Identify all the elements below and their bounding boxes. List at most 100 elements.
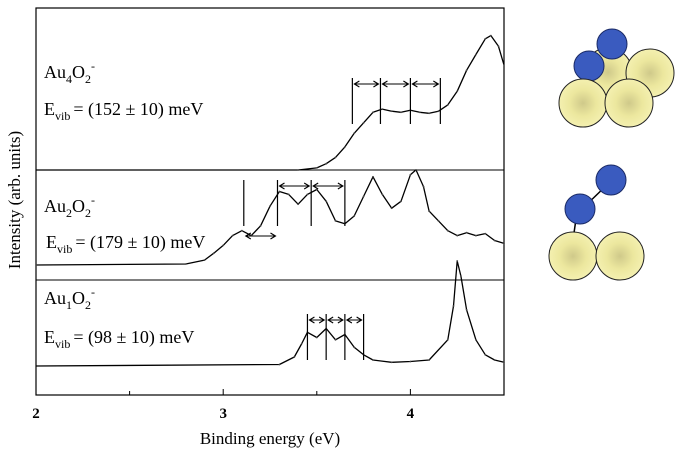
gold-atom bbox=[604, 78, 654, 128]
svg-text:Evib= (98 ± 10) meV: Evib = (98 ± 10) meV bbox=[44, 327, 194, 351]
x-axis-label: Binding energy (eV) bbox=[200, 429, 340, 448]
series-layer bbox=[35, 34, 505, 367]
data-point bbox=[422, 185, 425, 188]
gold-atom bbox=[548, 231, 598, 281]
x-tick-label: 3 bbox=[219, 406, 227, 422]
data-point bbox=[446, 104, 449, 106]
data-point bbox=[362, 195, 365, 198]
data-point bbox=[437, 220, 440, 222]
data-point bbox=[222, 244, 225, 247]
data-point bbox=[325, 162, 328, 165]
data-point bbox=[465, 231, 468, 234]
x-tick-label: 4 bbox=[407, 406, 415, 422]
data-point bbox=[452, 305, 455, 307]
data-point bbox=[203, 259, 206, 261]
data-point bbox=[231, 234, 234, 237]
svg-text:Au4O2-: Au4O2- bbox=[44, 59, 95, 86]
data-point bbox=[446, 229, 449, 232]
au4o2-cluster-illustration bbox=[558, 28, 675, 128]
spacing-arrow bbox=[278, 182, 311, 190]
data-point bbox=[372, 111, 374, 114]
plot-frame bbox=[35, 7, 505, 396]
data-point bbox=[418, 111, 421, 114]
data-point bbox=[381, 193, 384, 196]
data-point bbox=[484, 353, 487, 356]
data-point bbox=[456, 234, 459, 237]
svg-text:Au2O2-: Au2O2- bbox=[44, 193, 95, 220]
svg-text:Evib= (152 ± 10) meV: Evib = (152 ± 10) meV bbox=[44, 99, 203, 123]
data-point bbox=[409, 173, 412, 176]
data-point bbox=[493, 359, 496, 361]
spacing-arrow bbox=[411, 80, 440, 88]
data-point bbox=[306, 193, 309, 196]
data-point bbox=[390, 361, 393, 364]
data-point bbox=[353, 215, 356, 217]
data-point bbox=[428, 112, 430, 115]
data-point bbox=[428, 359, 430, 361]
series-Au4O2- bbox=[36, 34, 505, 171]
panel-label-au2o2: Au2O2- Evib = (179 ± 10) meV bbox=[44, 193, 205, 256]
oxygen-atom bbox=[595, 164, 627, 196]
svg-text:Au1O2-: Au1O2- bbox=[44, 285, 95, 312]
data-point bbox=[35, 264, 37, 266]
spacing-arrow bbox=[312, 182, 344, 190]
data-point bbox=[334, 338, 337, 341]
svg-text:Evib= (179 ± 10) meV: Evib = (179 ± 10) meV bbox=[46, 232, 205, 256]
data-point bbox=[315, 336, 318, 339]
data-point bbox=[400, 111, 402, 114]
data-point bbox=[446, 338, 449, 341]
data-point bbox=[475, 53, 477, 56]
data-point bbox=[484, 37, 487, 40]
data-point bbox=[334, 220, 337, 222]
spacing-arrow bbox=[244, 232, 277, 240]
spectrum-line bbox=[36, 34, 505, 171]
data-point bbox=[353, 346, 356, 349]
data-point bbox=[184, 263, 187, 265]
data-point bbox=[437, 110, 440, 113]
data-point bbox=[493, 239, 496, 242]
data-point bbox=[241, 229, 243, 232]
panel-label-au4o2: Au4O2- Evib = (152 ± 10) meV bbox=[44, 59, 203, 123]
data-point bbox=[475, 338, 477, 341]
panel-label-au1o2: Au1O2- Evib = (98 ± 10) meV bbox=[44, 285, 194, 351]
data-point bbox=[372, 175, 374, 178]
data-point bbox=[497, 45, 500, 47]
spacing-arrow bbox=[327, 316, 344, 324]
au2o2-cluster-illustration bbox=[548, 164, 645, 281]
spacing-arrow bbox=[381, 80, 410, 88]
data-point bbox=[259, 224, 262, 227]
data-point bbox=[278, 190, 281, 193]
data-point bbox=[315, 167, 318, 169]
data-point bbox=[278, 363, 281, 366]
data-point bbox=[456, 260, 459, 262]
data-point bbox=[269, 205, 271, 208]
spectrum-line bbox=[35, 169, 505, 266]
data-point bbox=[297, 203, 299, 206]
gold-atom bbox=[595, 231, 645, 281]
series-Au2O2- bbox=[35, 169, 505, 266]
data-point bbox=[372, 359, 374, 361]
data-point bbox=[415, 169, 417, 171]
data-point bbox=[409, 360, 412, 363]
spacing-arrow bbox=[308, 316, 326, 324]
spectrum-line bbox=[35, 260, 505, 367]
gold-atom bbox=[558, 78, 608, 128]
series-Au1O2- bbox=[35, 260, 505, 367]
data-point bbox=[503, 242, 505, 245]
data-point bbox=[287, 193, 290, 196]
data-point bbox=[390, 110, 393, 113]
data-point bbox=[325, 200, 328, 203]
data-point bbox=[300, 342, 303, 345]
data-point bbox=[460, 275, 462, 277]
y-axis-label: Intensity (arb. units) bbox=[5, 131, 24, 269]
x-axis-ticks: 2 3 4 bbox=[32, 389, 415, 422]
data-point bbox=[456, 90, 459, 93]
data-point bbox=[465, 308, 468, 311]
oxygen-atom bbox=[596, 28, 628, 60]
oxygen-atom bbox=[564, 193, 596, 225]
data-point bbox=[484, 232, 487, 235]
data-point bbox=[490, 34, 492, 37]
data-point bbox=[465, 69, 468, 72]
data-point bbox=[353, 132, 356, 135]
